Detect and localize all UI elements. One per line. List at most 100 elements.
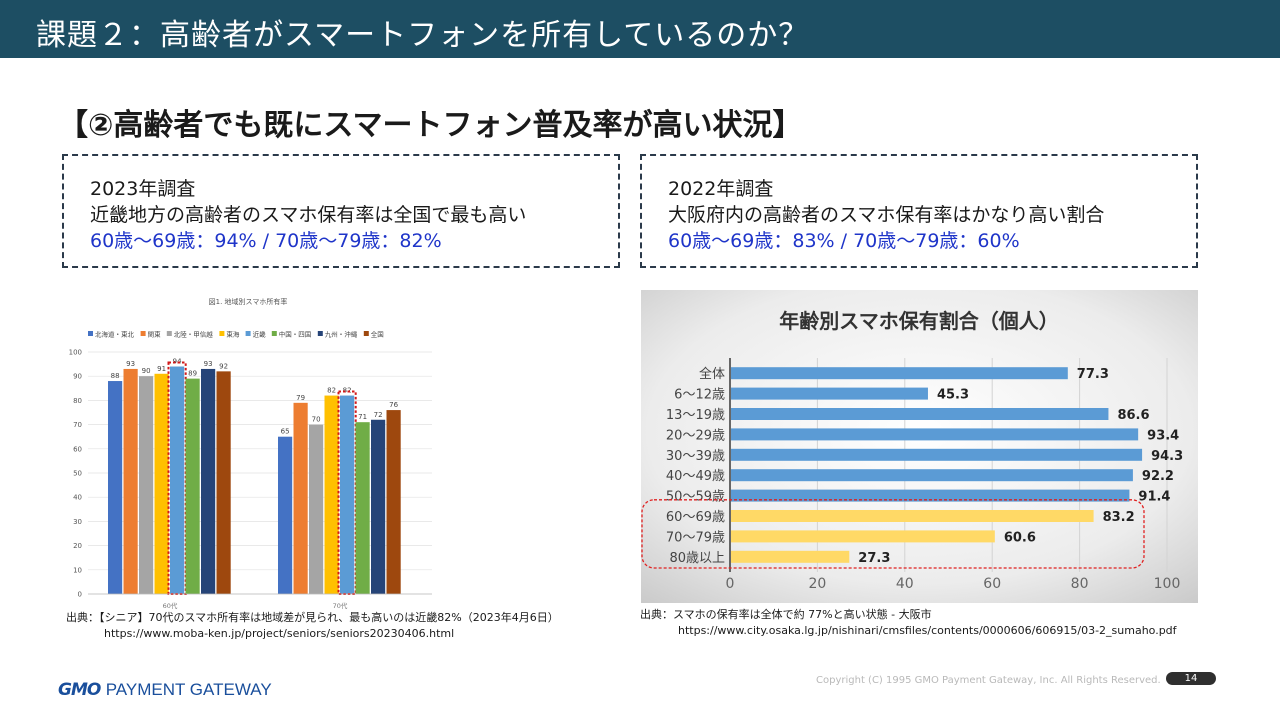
data-label: 72 <box>374 411 383 419</box>
survey-figures: 60歳～69歳：94% / 70歳～79歳：82% <box>90 230 442 252</box>
category-label: 60～69歳 <box>666 510 725 525</box>
legend-label: 近畿 <box>253 330 267 339</box>
data-label: 94.3 <box>1151 449 1183 464</box>
legend-swatch <box>140 331 146 336</box>
page-number: 14 <box>1166 672 1216 685</box>
legend-swatch <box>88 331 93 336</box>
data-label: 91.4 <box>1138 490 1170 505</box>
bar <box>139 376 154 594</box>
bar <box>278 436 293 594</box>
survey-year: 2022年調査 <box>668 178 774 200</box>
age-smartphone-chart: 年齢別スマホ保有割合（個人） 0 20 40 60 80 100 全体 77.3 6～12歳 45.… <box>641 290 1198 603</box>
bar <box>201 368 216 594</box>
bar <box>731 530 995 543</box>
survey-summary: 近畿地方の高齢者のスマホ保有率は全国で最も高い <box>90 204 527 226</box>
bar <box>123 368 138 594</box>
chart-title: 図1. 地域別スマホ所有率 <box>209 297 288 306</box>
data-label: 93 <box>204 360 213 368</box>
bar <box>309 424 324 594</box>
data-label: 93.4 <box>1147 428 1179 443</box>
category-label: 40～49歳 <box>666 469 725 484</box>
data-label: 89 <box>188 370 197 378</box>
survey-figures: 60歳～69歳：83% / 70歳～79歳：60% <box>668 230 1020 252</box>
bar <box>355 422 370 594</box>
data-label: 27.3 <box>858 551 890 566</box>
bar <box>293 402 308 594</box>
section-heading: 【②高齢者でも既にスマートフォン普及率が高い状況】 <box>58 108 803 143</box>
legend-label: 東海 <box>226 330 240 339</box>
category-label: 全体 <box>699 366 725 382</box>
data-label: 94 <box>173 358 182 366</box>
source-right: 出典：スマホの保有率は全体で約 77%と高い状態 - 大阪市 https://w… <box>640 607 1177 639</box>
company-logo: GMO PAYMENT GATEWAY <box>58 680 272 700</box>
data-label: 83.2 <box>1103 510 1135 525</box>
legend-label: 関東 <box>148 330 162 339</box>
bar <box>324 395 339 594</box>
x-category-label: 70代 <box>333 601 348 610</box>
logo-gmo: GMO <box>58 680 101 700</box>
bar <box>731 550 850 563</box>
category-label: 6～12歳 <box>674 388 725 403</box>
x-tick-label: 80 <box>1071 576 1089 592</box>
category-label: 70～79歳 <box>666 530 725 545</box>
logo-text: PAYMENT GATEWAY <box>105 680 272 699</box>
legend-swatch <box>219 331 225 336</box>
source-left: 出典：【シニア】70代のスマホ所有率は地域差が見られ、最も高いのは近畿82%（2… <box>66 610 559 642</box>
source-text: 出典：【シニア】70代のスマホ所有率は地域差が見られ、最も高いのは近畿82%（2… <box>66 611 559 624</box>
data-label: 77.3 <box>1077 367 1109 382</box>
y-tick-label: 70 <box>73 421 82 429</box>
data-label: 45.3 <box>937 388 969 403</box>
bar <box>731 408 1109 420</box>
bar <box>731 387 928 400</box>
y-tick-label: 20 <box>73 542 82 550</box>
data-label: 86.6 <box>1117 408 1149 423</box>
data-label: 88 <box>111 372 120 380</box>
bar <box>731 469 1133 482</box>
x-tick-label: 0 <box>726 576 735 592</box>
category-label: 13～19歳 <box>666 408 725 423</box>
source-url[interactable]: https://www.city.osaka.lg.jp/nishinari/c… <box>678 624 1177 637</box>
source-url[interactable]: https://www.moba-ken.jp/project/seniors/… <box>104 627 455 640</box>
data-label: 71 <box>358 413 367 421</box>
survey-year: 2023年調査 <box>90 178 196 200</box>
data-label: 90 <box>142 367 151 375</box>
y-tick-label: 50 <box>73 470 82 478</box>
x-tick-label: 40 <box>896 576 914 592</box>
bar <box>340 395 355 594</box>
survey-box-2022: 2022年調査 大阪府内の高齢者のスマホ保有率はかなり高い割合 60歳～69歳：… <box>640 154 1198 268</box>
data-label: 93 <box>126 360 135 368</box>
data-label: 91 <box>157 365 166 373</box>
source-text: 出典：スマホの保有率は全体で約 77%と高い状態 - 大阪市 <box>640 608 932 621</box>
y-tick-label: 30 <box>73 518 82 526</box>
y-tick-label: 80 <box>73 397 82 405</box>
bar <box>154 373 169 594</box>
category-label: 20～29歳 <box>666 428 725 443</box>
x-tick-label: 20 <box>808 576 826 592</box>
legend-swatch <box>317 331 323 336</box>
x-category-label: 60代 <box>163 601 178 610</box>
legend-swatch <box>166 331 172 336</box>
data-label: 92 <box>219 362 228 370</box>
copyright: Copyright (C) 1995 GMO Payment Gateway, … <box>816 675 1161 686</box>
legend-swatch <box>363 331 369 336</box>
legend-label: 九州・沖縄 <box>325 330 358 339</box>
data-label: 92.2 <box>1142 469 1174 484</box>
survey-box-2023: 2023年調査 近畿地方の高齢者のスマホ保有率は全国で最も高い 60歳～69歳：… <box>62 154 620 268</box>
chart-title: 年齢別スマホ保有割合（個人） <box>779 309 1058 333</box>
legend-label: 全国 <box>371 330 384 339</box>
bar <box>170 366 185 594</box>
data-label: 82 <box>343 387 352 395</box>
data-label: 65 <box>281 428 290 436</box>
slide-title: 課題２：高齢者がスマートフォンを所有しているのか？ <box>36 18 810 53</box>
y-tick-label: 0 <box>78 591 82 599</box>
x-tick-label: 60 <box>983 576 1001 592</box>
legend-swatch <box>271 331 277 336</box>
bar <box>216 371 231 594</box>
bar <box>731 428 1139 441</box>
data-label: 70 <box>312 416 321 424</box>
bar <box>731 510 1094 522</box>
x-tick-label: 100 <box>1154 576 1181 592</box>
data-label: 82 <box>327 387 336 395</box>
category-label: 80歳以上 <box>669 551 725 566</box>
